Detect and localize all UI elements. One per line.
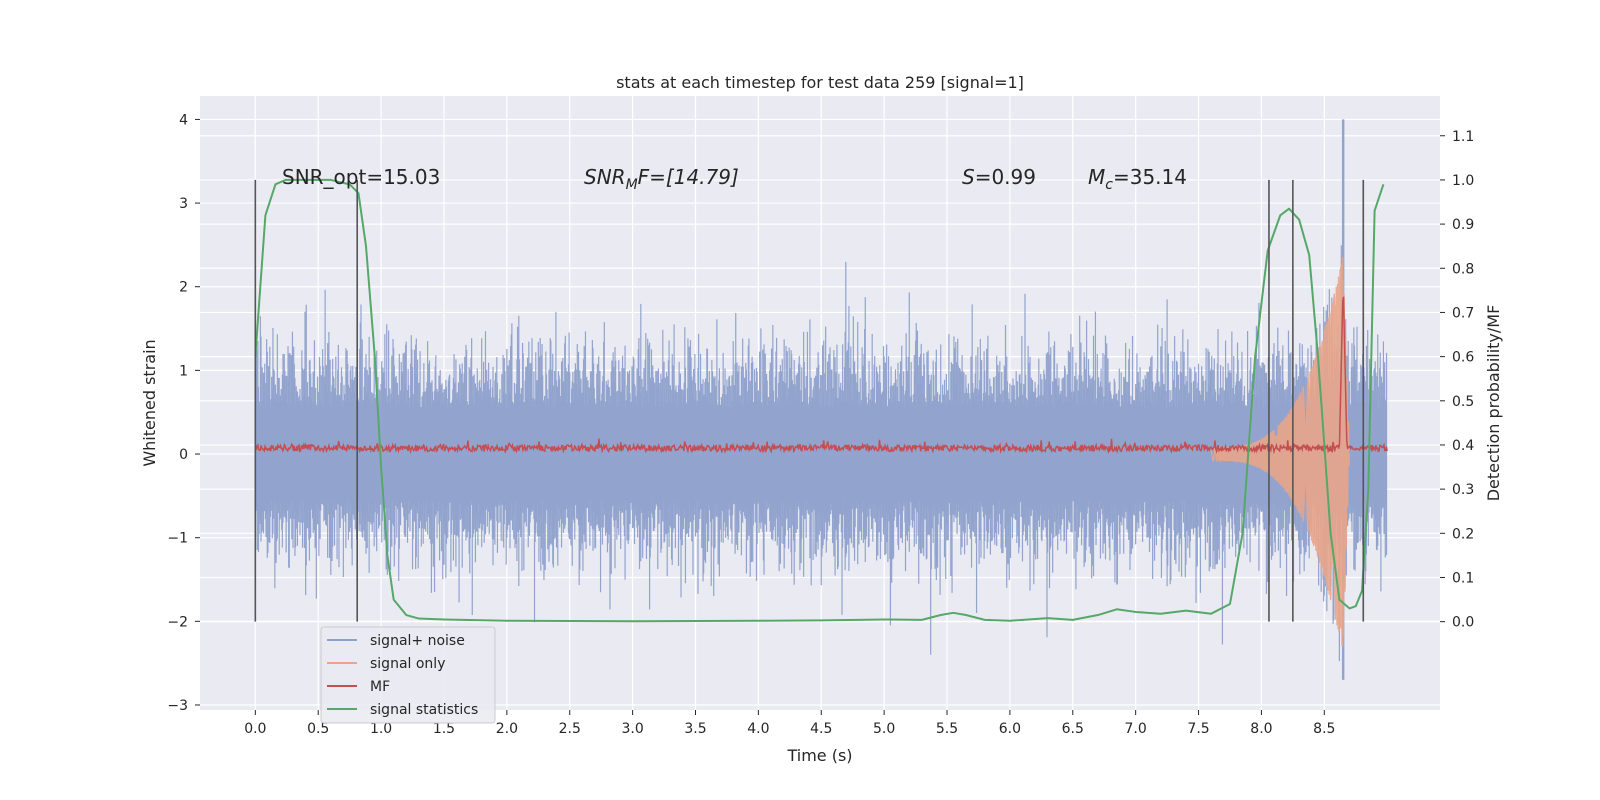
y-right-tick-label: 1.0 <box>1452 173 1474 189</box>
x-tick-label: 8.0 <box>1250 721 1272 737</box>
x-tick-label: 4.5 <box>810 721 832 737</box>
x-tick-label: 3.5 <box>684 721 706 737</box>
x-tick-label: 7.5 <box>1187 721 1209 737</box>
legend-label-signal-plus-noise: signal+ noise <box>370 633 465 649</box>
series-signal-statistics <box>254 178 1385 623</box>
annotation-snr-mf: SNRMF=[14.79] <box>584 165 739 193</box>
annotation-mc: Mc=35.14 <box>1088 165 1187 193</box>
y-tick-label: −3 <box>167 698 188 714</box>
y-right-tick-label: 0.4 <box>1452 438 1474 454</box>
x-tick-label: 3.0 <box>621 721 643 737</box>
line-signal-statistics <box>254 178 1385 623</box>
y-tick-label: 0 <box>179 447 188 463</box>
y-axis-left-ticks: 4 3 2 1 0 −1 −2 −3 <box>167 112 200 714</box>
y-right-tick-label: 0.0 <box>1452 615 1474 631</box>
line-mf <box>254 296 1388 455</box>
x-tick-label: 0.5 <box>307 721 329 737</box>
x-tick-label: 5.5 <box>936 721 958 737</box>
x-tick-label: 7.0 <box>1125 721 1147 737</box>
y-axis-right-label: Detection probability/MF <box>1484 305 1503 502</box>
y-right-tick-label: 0.9 <box>1452 217 1474 233</box>
y-right-tick-label: 0.8 <box>1452 261 1474 277</box>
y-right-tick-label: 0.3 <box>1452 482 1474 498</box>
detection-vlines <box>254 179 1365 622</box>
legend-label-signal-only: signal only <box>370 656 445 672</box>
x-tick-label: 2.0 <box>496 721 518 737</box>
y-right-tick-label: 0.1 <box>1452 570 1474 586</box>
y-tick-label: 3 <box>179 196 188 212</box>
x-tick-label: 1.0 <box>370 721 392 737</box>
x-tick-label: 8.5 <box>1313 721 1335 737</box>
y-tick-label: 2 <box>179 280 188 296</box>
line-signal-only <box>1210 257 1351 647</box>
x-tick-label: 2.5 <box>559 721 581 737</box>
y-right-tick-label: 0.2 <box>1452 526 1474 542</box>
legend-label-signal-statistics: signal statistics <box>370 702 478 718</box>
y-tick-label: −1 <box>167 531 188 547</box>
legend-box <box>320 626 496 724</box>
series-mf <box>254 296 1388 455</box>
y-tick-label: 1 <box>179 363 188 379</box>
x-tick-label: 0.0 <box>244 721 266 737</box>
x-axis-ticks: 0.0 0.5 1.0 1.5 2.0 2.5 3.0 3.5 4.0 4.5 5.0 5.5 6.0 6… <box>244 710 1335 737</box>
y-right-tick-label: 0.5 <box>1452 394 1474 410</box>
x-tick-label: 4.0 <box>747 721 769 737</box>
y-tick-label: 4 <box>179 112 188 128</box>
x-tick-label: 1.5 <box>433 721 455 737</box>
y-axis-left-label: Whitened strain <box>140 339 159 466</box>
y-right-tick-label: 0.7 <box>1452 305 1474 321</box>
legend: signal+ noise signal only MF signal stat… <box>320 626 496 724</box>
legend-label-mf: MF <box>370 679 390 695</box>
y-tick-label: −2 <box>167 614 188 630</box>
x-axis-label: Time (s) <box>786 746 852 765</box>
y-right-tick-label: 1.1 <box>1452 129 1474 145</box>
x-tick-label: 6.0 <box>999 721 1021 737</box>
series-signal-only <box>1210 257 1351 647</box>
chart-title: stats at each timestep for test data 259… <box>616 73 1024 92</box>
annotation-snr-opt: SNR_opt=15.03 <box>282 165 440 189</box>
y-right-tick-label: 0.6 <box>1452 350 1474 366</box>
y-axis-right-ticks: 1.1 1.0 0.9 0.8 0.7 0.6 0.5 0.4 0.3 0.2 0.1 0.0 <box>1440 129 1474 631</box>
annotation-s: S=0.99 <box>962 165 1036 189</box>
x-tick-label: 6.5 <box>1062 721 1084 737</box>
x-tick-label: 5.0 <box>873 721 895 737</box>
